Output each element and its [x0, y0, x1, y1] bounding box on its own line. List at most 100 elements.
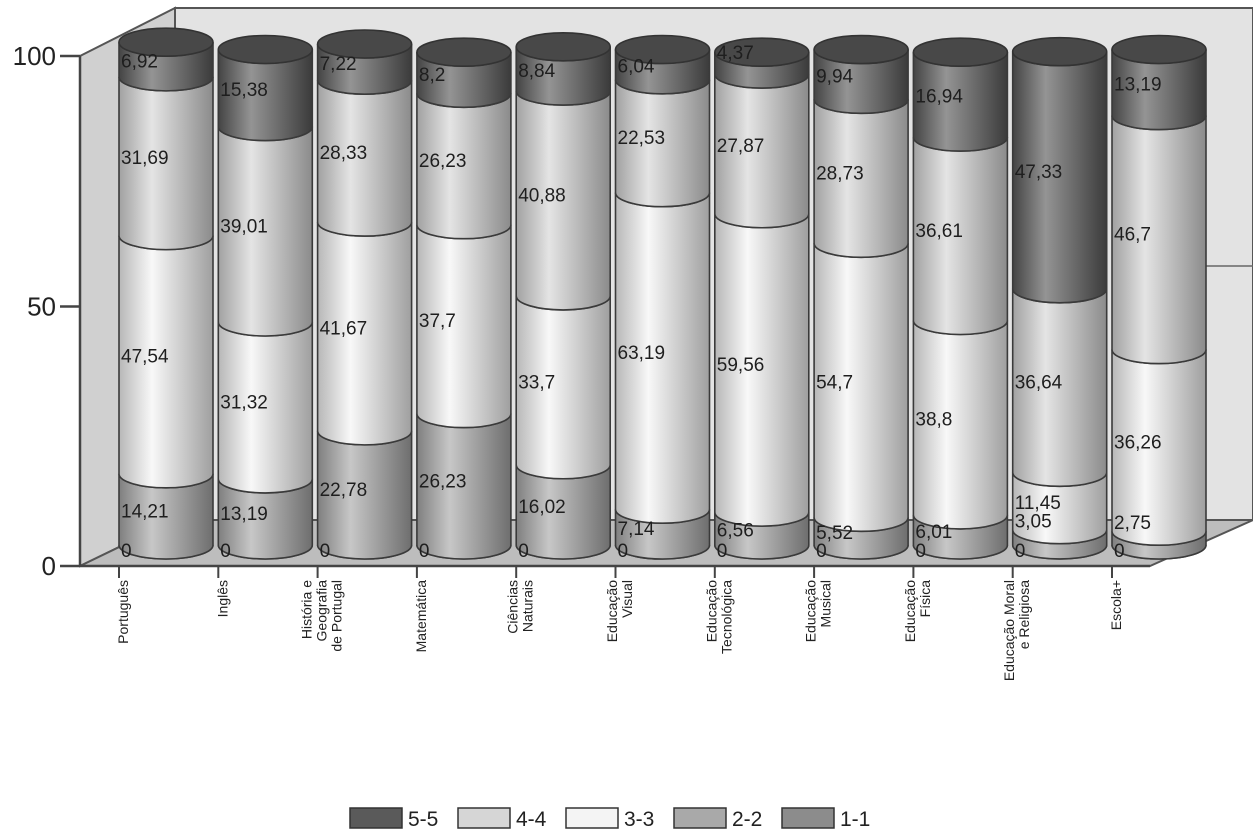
category-label-line: Visual — [619, 580, 635, 618]
data-label-historia-e-geografia-de-portugal-2-2: 22,78 — [320, 480, 368, 501]
data-label-educacao-visual-5-5: 6,04 — [618, 57, 655, 78]
data-label-ingles-5-5: 15,38 — [220, 80, 268, 101]
legend-item-4-4: 4-4 — [457, 807, 547, 829]
cylinder-ingles — [217, 34, 314, 560]
data-label-educacao-moral-e-religiosa-3-3: 11,45 — [1015, 493, 1061, 514]
category-label-line: e Religiosa — [1016, 580, 1032, 649]
category-label-educacao-fisica: Educação Física — [902, 580, 933, 642]
x-axis: Português Inglês História e Geografia de Por… — [115, 566, 1124, 681]
data-label-educacao-moral-e-religiosa-5-5: 47,33 — [1015, 162, 1063, 183]
category-label-line: Musical — [818, 580, 834, 627]
legend-item-3-3: 3-3 — [565, 807, 654, 829]
category-label-line: Educação — [703, 580, 719, 642]
cylinder-educacao-moral-e-religiosa — [1011, 36, 1108, 560]
cylinder-cap-educacao-musical — [813, 34, 909, 65]
y-axis: 0 50 100 — [13, 41, 80, 581]
legend: 5-5 4-4 3-3 2-2 1-1 — [349, 807, 870, 829]
data-label-matematica-5-5: 8,2 — [419, 65, 445, 86]
data-label-educacao-fisica-3-3: 38,8 — [915, 410, 952, 431]
data-label-escola-1-1: 0 — [1114, 541, 1125, 562]
data-label-escola-4-4: 46,7 — [1114, 225, 1151, 246]
y-tick-label-0: 0 — [42, 551, 56, 581]
legend-item-5-5: 5-5 — [349, 807, 438, 829]
data-label-educacao-visual-4-4: 22,53 — [618, 128, 666, 149]
legend-label-5-5: 5-5 — [408, 808, 438, 829]
data-label-historia-e-geografia-de-portugal-5-5: 7,22 — [320, 54, 357, 75]
category-label-escola: Escola+ — [1108, 580, 1124, 630]
category-label-educacao-musical: Educação Musical — [803, 580, 834, 642]
cylinder-matematica — [416, 37, 512, 560]
data-label-educacao-fisica-4-4: 36,61 — [915, 221, 963, 242]
category-label-line: Naturais — [520, 580, 536, 632]
data-label-educacao-musical-3-3: 54,7 — [816, 372, 853, 393]
cylinder-cap-ingles — [217, 34, 314, 65]
legend-label-3-3: 3-3 — [624, 808, 654, 829]
data-label-historia-e-geografia-de-portugal-1-1: 0 — [320, 541, 331, 562]
data-label-portugues-5-5: 6,92 — [121, 52, 158, 73]
legend-item-1-1: 1-1 — [781, 807, 870, 829]
data-label-educacao-musical-2-2: 5,52 — [816, 523, 853, 544]
data-label-matematica-4-4: 26,23 — [419, 151, 467, 172]
category-label-line: Inglês — [214, 580, 230, 617]
cylinder-cap-portugues — [118, 27, 214, 57]
legend-label-1-1: 1-1 — [840, 808, 870, 829]
y-tick-label-100: 100 — [13, 41, 56, 71]
data-label-escola-2-2: 2,75 — [1114, 513, 1151, 534]
data-label-educacao-fisica-2-2: 6,01 — [915, 522, 952, 543]
data-label-portugues-2-2: 14,21 — [121, 501, 169, 522]
data-label-escola-3-3: 36,26 — [1114, 432, 1162, 453]
data-label-escola-5-5: 13,19 — [1114, 75, 1162, 96]
cylinder-escola — [1111, 34, 1207, 560]
data-label-educacao-musical-5-5: 9,94 — [816, 66, 853, 87]
data-label-ciencias-naturais-1-1: 0 — [518, 541, 529, 562]
data-label-educacao-tecnologica-3-3: 59,56 — [717, 355, 765, 376]
data-label-educacao-tecnologica-1-1: 0 — [717, 541, 728, 562]
data-label-educacao-visual-1-1: 0 — [618, 541, 629, 562]
legend-item-2-2: 2-2 — [673, 807, 762, 829]
data-labels: 0 14,21 47,54 31,69 6,92 0 13,19 31,32 39,01 15,3… — [121, 43, 1162, 562]
data-label-ingles-3-3: 31,32 — [220, 392, 268, 413]
category-label-line: Educação — [604, 580, 620, 642]
category-label-line: Tecnológica — [718, 580, 734, 654]
data-label-educacao-tecnologica-5-5: 4,37 — [717, 43, 754, 64]
data-label-educacao-fisica-1-1: 0 — [915, 541, 926, 562]
y-tick-label-50: 50 — [27, 292, 56, 322]
category-label-line: Educação — [902, 580, 918, 642]
data-label-educacao-musical-1-1: 0 — [816, 541, 827, 562]
cylinder-cap-educacao-moral-e-religiosa — [1011, 36, 1108, 67]
category-label-educacao-visual: Educação Visual — [604, 580, 635, 642]
cylinder-cap-ciencias-naturais — [515, 32, 612, 62]
category-label-educacao-moral-e-religiosa: Educação Moral e Religiosa — [1001, 580, 1032, 681]
legend-label-4-4: 4-4 — [516, 808, 547, 829]
data-label-educacao-visual-2-2: 7,14 — [618, 519, 655, 540]
category-label-line: Ciências — [505, 580, 521, 634]
data-label-educacao-moral-e-religiosa-1-1: 0 — [1015, 541, 1026, 562]
data-label-educacao-moral-e-religiosa-4-4: 36,64 — [1015, 373, 1063, 394]
cylinder-cap-educacao-visual — [614, 34, 711, 65]
category-label-ciencias-naturais: Ciências Naturais — [505, 580, 536, 634]
category-label-educacao-tecnologica: Educação Tecnológica — [703, 580, 734, 654]
data-label-matematica-1-1: 0 — [419, 541, 430, 562]
legend-swatch-1-1 — [781, 807, 835, 829]
legend-swatch-3-3 — [565, 807, 619, 829]
cylinder-cap-educacao-fisica — [912, 37, 1009, 68]
data-label-ciencias-naturais-2-2: 16,02 — [518, 497, 566, 518]
legend-swatch-4-4 — [457, 807, 511, 829]
category-label-matematica: Matemática — [413, 580, 429, 653]
category-label-line: Educação Moral — [1001, 580, 1017, 681]
legend-swatch-2-2 — [673, 807, 727, 829]
cylinder-educacao-tecnologica — [713, 37, 810, 560]
data-label-portugues-1-1: 0 — [121, 541, 132, 562]
cylinder-historia-e-geografia-de-portugal — [316, 29, 413, 560]
data-label-educacao-moral-e-religiosa-2-2: 3,05 — [1015, 512, 1052, 533]
cylinder-educacao-visual — [614, 34, 711, 560]
cylinders — [118, 27, 1207, 560]
data-label-educacao-visual-3-3: 63,19 — [618, 343, 666, 364]
category-label-line: Escola+ — [1108, 580, 1124, 630]
category-label-line: Educação — [803, 580, 819, 642]
data-label-ciencias-naturais-4-4: 40,88 — [518, 185, 566, 206]
data-label-ciencias-naturais-3-3: 33,7 — [518, 372, 555, 393]
data-label-matematica-3-3: 37,7 — [419, 311, 456, 332]
data-label-historia-e-geografia-de-portugal-3-3: 41,67 — [320, 318, 368, 339]
